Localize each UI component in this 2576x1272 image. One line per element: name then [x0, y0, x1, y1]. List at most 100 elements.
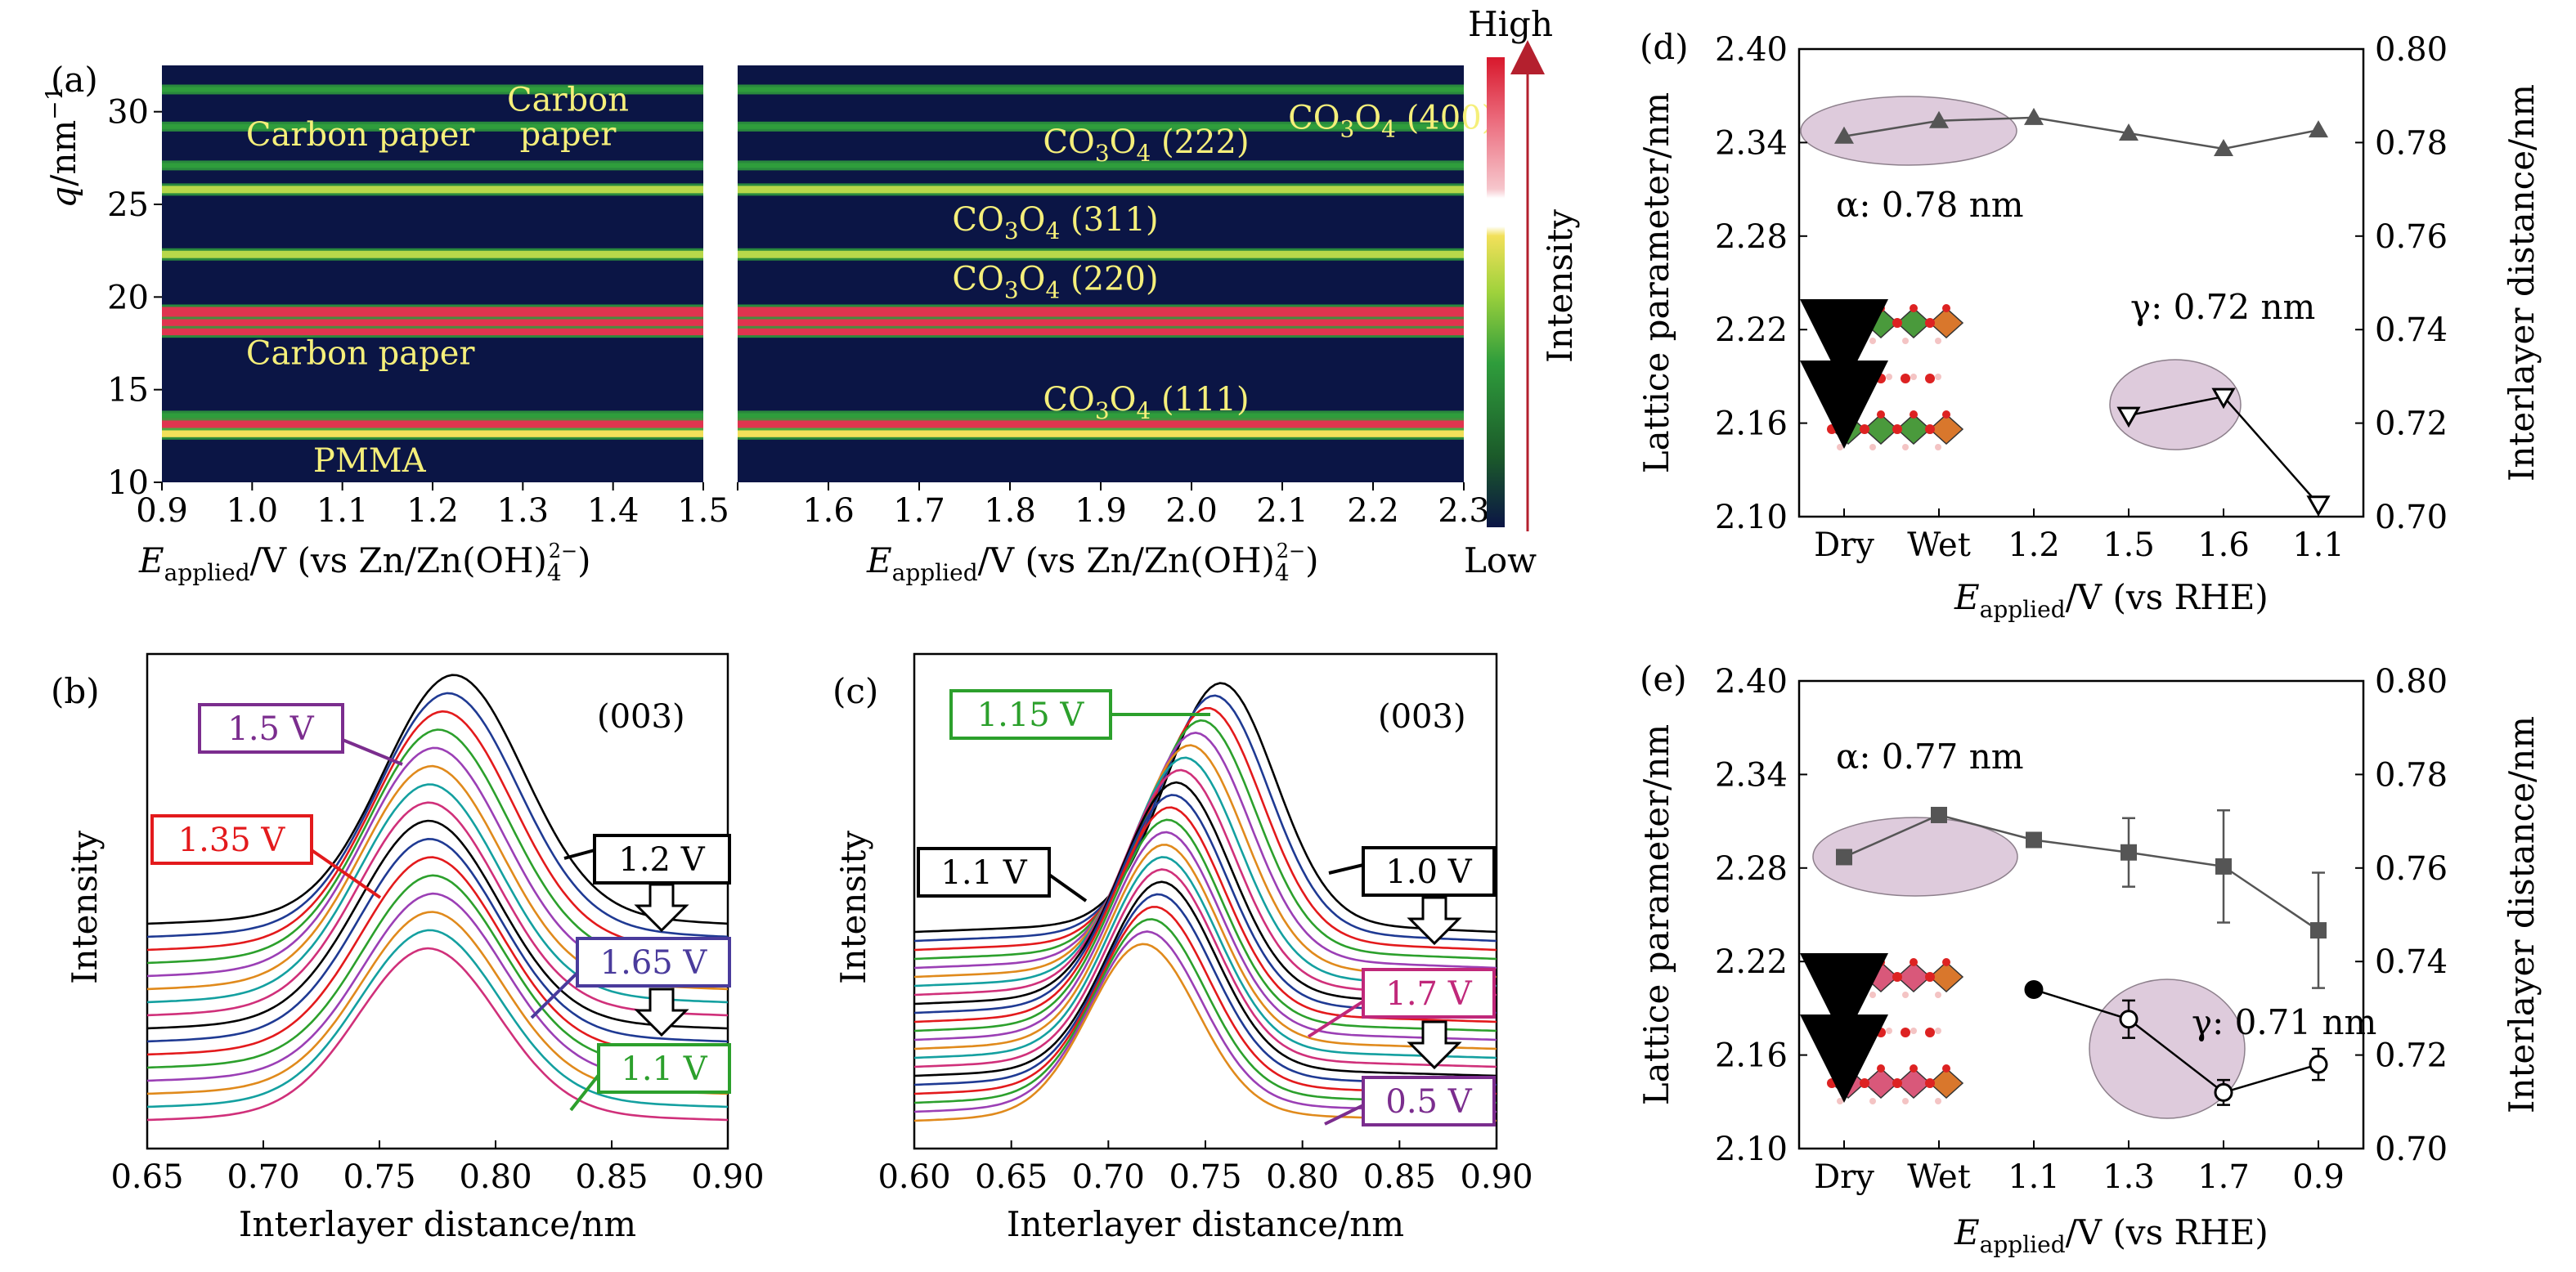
y2-tick-label: 0.78: [2375, 756, 2448, 794]
colorbar-high: High: [1468, 4, 1553, 44]
x-tick-label: 0.60: [877, 1158, 950, 1196]
x-tick-label: 1.7: [2197, 1158, 2250, 1196]
x-tick-label: 0.90: [1460, 1158, 1533, 1196]
svg-text:Eapplied/V (vs RHE): Eapplied/V (vs RHE): [1954, 577, 2269, 623]
svg-text:q/nm−1: q/nm−1: [41, 86, 83, 208]
y-tick-label: 2.40: [1715, 31, 1788, 69]
panel-e-y2label: Interlayer distance/nm: [2502, 716, 2542, 1113]
x-tick-label: 0.9: [2292, 1158, 2345, 1196]
atom: [1837, 992, 1843, 998]
panel-d-tag: (d): [1640, 27, 1689, 67]
x-tick-label: 0.80: [1266, 1158, 1339, 1196]
intercalant-atom: [1935, 1028, 1941, 1034]
colorbar: [1487, 57, 1505, 527]
data-point: [1929, 110, 1949, 128]
spectrum-curve: [146, 783, 729, 1004]
y-tick-label: 2.16: [1715, 405, 1788, 443]
intercalant-atom: [1901, 374, 1910, 383]
panel-b: (b) 0.65 0.70 0.75 0.80 0.85 0.90 (003) Inter…: [51, 652, 765, 1244]
data-point: [2026, 831, 2042, 849]
heatmap-band: [738, 87, 1464, 92]
x-tick-label: 1.4: [587, 492, 640, 530]
panel-a-xlabel-left: Eapplied/V (vs Zn/Zn(OH)42−): [138, 540, 591, 586]
data-point: [2309, 120, 2328, 138]
y-tick-label: 10: [107, 464, 149, 502]
atom: [1892, 318, 1902, 328]
y2-tick-label: 0.74: [2375, 311, 2448, 349]
y-tick-label: 2.22: [1715, 943, 1788, 981]
x-tick-label: 0.9: [136, 492, 188, 530]
panel-b-axes: 0.65 0.70 0.75 0.80 0.85 0.90: [110, 1140, 765, 1196]
data-point: [2211, 387, 2236, 410]
panel-e: (e) 2.10 2.16 2.22 2.28 2.34 2.40 0.70 0.72 0.74…: [1636, 659, 2542, 1258]
spectrum-curve: [913, 719, 1497, 961]
atom: [1844, 410, 1852, 419]
band-annotation: Carbon paper: [246, 334, 475, 372]
svg-text:1.1 V: 1.1 V: [621, 1050, 707, 1088]
atom: [1877, 1064, 1885, 1073]
atom: [1935, 338, 1941, 344]
y-tick-label: 2.22: [1715, 311, 1788, 349]
band-annotation: PMMA: [313, 442, 427, 480]
spectrum-curve: [146, 837, 729, 1043]
data-point: [2306, 495, 2331, 517]
spectrum-curve: [913, 707, 1497, 952]
band-annotation: CO3O4 (222): [1043, 123, 1249, 167]
heatmap-band: [738, 186, 1464, 194]
y-tick-label: 20: [107, 279, 149, 316]
atom: [1910, 410, 1918, 419]
heatmap-band: [738, 163, 1464, 168]
intercalant-atom: [1925, 1028, 1935, 1037]
heatmap-band: [162, 163, 703, 168]
octahedron: [1928, 413, 1964, 446]
atom: [1869, 992, 1876, 998]
band-annotation: paper: [520, 115, 617, 153]
panel-e-ylabel: Lattice parameter/nm: [1636, 724, 1676, 1105]
band-annotation: CO3O4 (111): [1043, 381, 1249, 424]
data-point: [2119, 123, 2138, 141]
x-tick-label: Wet: [1907, 1158, 1971, 1196]
y2-tick-label: 0.80: [2375, 663, 2448, 701]
spectrum-curve: [146, 692, 729, 938]
series-line: [1843, 116, 2319, 150]
y2-tick-label: 0.72: [2375, 405, 2448, 443]
x-tick-label: 0.65: [110, 1158, 183, 1196]
panel-b-xlabel: Interlayer distance/nm: [239, 1204, 636, 1244]
panel-c: (c) 0.60 0.65 0.70 0.75 0.80 0.85 0.90 (003) I…: [832, 652, 1533, 1244]
label-1-0v: 1.0 V: [1328, 846, 1496, 946]
spectrum-curve: [146, 819, 729, 1030]
atom: [1925, 972, 1935, 982]
x-tick-label: 0.75: [1169, 1158, 1241, 1196]
colorbar-title: Intensity: [1540, 209, 1580, 363]
x-tick-label: 0.65: [975, 1158, 1048, 1196]
svg-text:Eapplied/V (vs RHE): Eapplied/V (vs RHE): [1954, 1212, 2269, 1258]
atom: [1925, 1078, 1935, 1088]
panel-e-tag: (e): [1640, 659, 1687, 699]
spectrum-curve: [913, 831, 1497, 1041]
atom: [1860, 318, 1869, 328]
panel-b-ylabel: Intensity: [65, 831, 105, 984]
x-tick-label: 2.0: [1165, 492, 1218, 530]
x-tick-label: 1.7: [893, 492, 945, 530]
atom: [1877, 304, 1885, 312]
data-point: [1836, 849, 1852, 866]
data-point: [2120, 844, 2137, 861]
atom: [1877, 410, 1885, 419]
heatmap-band: [162, 123, 703, 129]
spectrum-curve: [913, 880, 1497, 1077]
panel-e-frame: [1797, 679, 2365, 1150]
panel-c-ylabel: Intensity: [833, 831, 873, 984]
spectrum-curve: [913, 806, 1497, 1023]
atom: [1892, 972, 1902, 982]
atom: [1837, 444, 1843, 450]
panel-e-plot: 2.10 2.16 2.22 2.28 2.34 2.40 0.70 0.72 0.74 0.76…: [1715, 663, 2448, 1196]
y2-tick-label: 0.70: [2375, 499, 2448, 536]
panel-d-ylabel: Lattice parameter/nm: [1636, 92, 1676, 473]
heatmap-band: [162, 186, 703, 194]
x-tick-label: 1.9: [1075, 492, 1127, 530]
heatmap-band: [738, 413, 1464, 419]
intercalant-atom: [1910, 374, 1917, 380]
atom: [1844, 304, 1852, 312]
